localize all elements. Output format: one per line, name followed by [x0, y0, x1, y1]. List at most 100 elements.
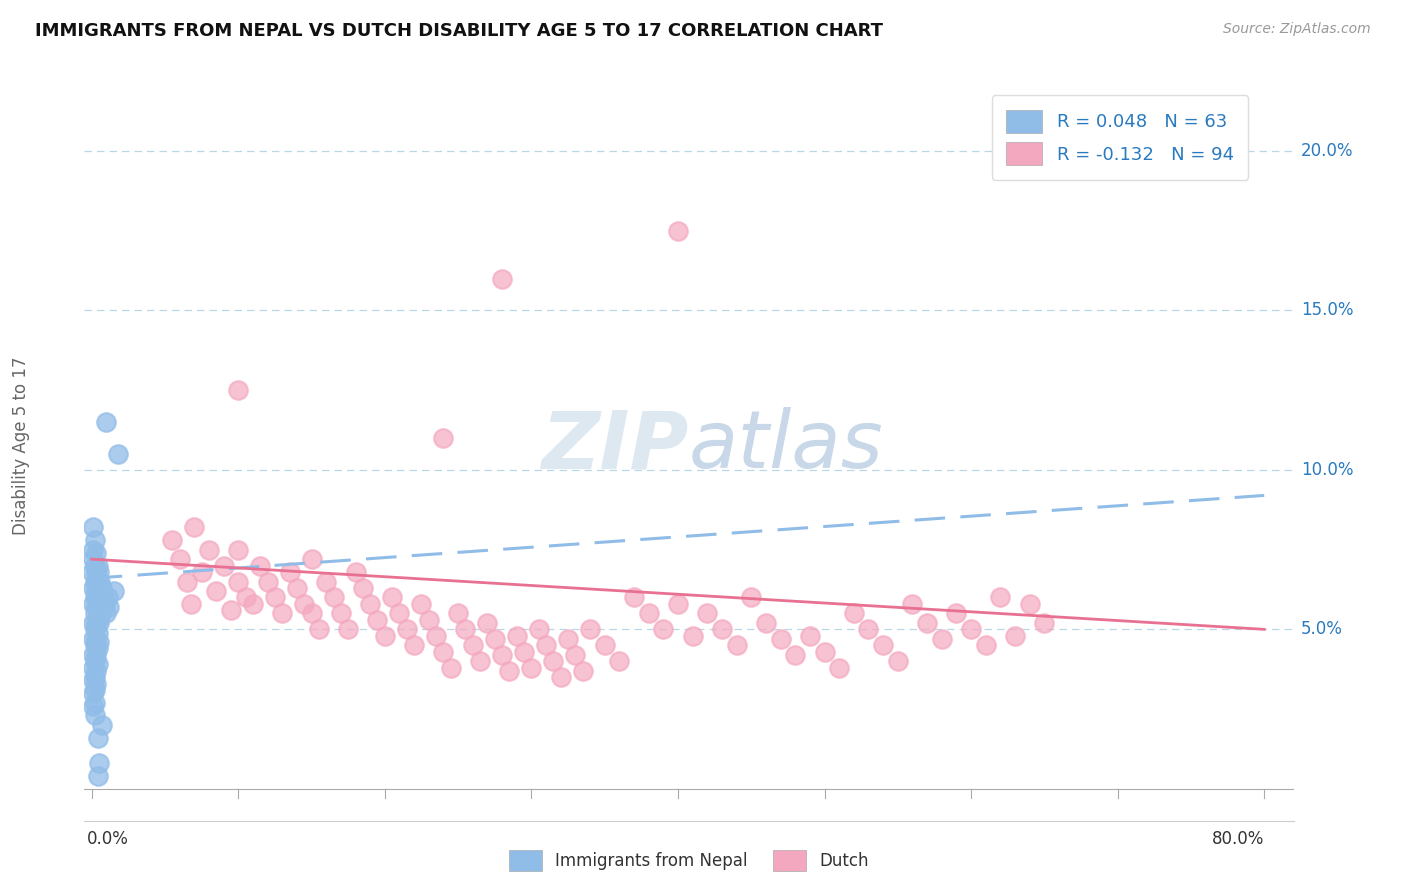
- Point: [86, 607, 108, 621]
- Point: [491, 271, 513, 285]
- Text: Source: ZipAtlas.com: Source: ZipAtlas.com: [1223, 22, 1371, 37]
- Point: [769, 632, 792, 646]
- Point: [84, 600, 107, 615]
- Point: [292, 597, 315, 611]
- Point: [285, 581, 308, 595]
- Point: [872, 638, 894, 652]
- Point: [425, 629, 447, 643]
- Point: [301, 552, 323, 566]
- Point: [454, 623, 477, 637]
- Point: [89, 574, 111, 589]
- Point: [901, 597, 924, 611]
- Point: [87, 635, 110, 649]
- Point: [990, 591, 1012, 605]
- Point: [278, 565, 301, 579]
- Point: [352, 581, 374, 595]
- Point: [86, 625, 108, 640]
- Point: [432, 431, 454, 445]
- Point: [91, 718, 114, 732]
- Point: [271, 607, 294, 621]
- Point: [162, 533, 184, 547]
- Point: [83, 591, 105, 605]
- Point: [83, 607, 105, 621]
- Point: [945, 607, 967, 621]
- Point: [710, 623, 733, 637]
- Point: [432, 645, 454, 659]
- Point: [198, 542, 221, 557]
- Point: [82, 673, 104, 688]
- Text: ZIP: ZIP: [541, 407, 689, 485]
- Point: [329, 607, 352, 621]
- Point: [176, 574, 198, 589]
- Point: [82, 660, 104, 674]
- Point: [169, 552, 191, 566]
- Point: [607, 654, 630, 668]
- Point: [190, 565, 212, 579]
- Point: [828, 660, 851, 674]
- Point: [652, 623, 675, 637]
- Point: [513, 645, 536, 659]
- Point: [205, 584, 228, 599]
- Point: [89, 591, 111, 605]
- Point: [235, 591, 257, 605]
- Point: [381, 591, 404, 605]
- Point: [974, 638, 997, 652]
- Point: [83, 708, 105, 723]
- Point: [91, 581, 114, 595]
- Point: [242, 597, 264, 611]
- Point: [440, 660, 463, 674]
- Legend: Immigrants from Nepal, Dutch: Immigrants from Nepal, Dutch: [501, 842, 877, 880]
- Point: [418, 613, 440, 627]
- Point: [96, 607, 118, 621]
- Point: [87, 565, 110, 579]
- Point: [82, 648, 104, 662]
- Point: [887, 654, 910, 668]
- Point: [82, 686, 104, 700]
- Point: [799, 629, 821, 643]
- Point: [89, 609, 111, 624]
- Text: 10.0%: 10.0%: [1301, 461, 1354, 479]
- Point: [84, 546, 107, 560]
- Point: [322, 591, 344, 605]
- Point: [813, 645, 835, 659]
- Point: [97, 591, 120, 605]
- Point: [96, 415, 118, 429]
- Point: [249, 558, 271, 573]
- Point: [226, 383, 249, 397]
- Point: [84, 648, 107, 662]
- Point: [666, 224, 689, 238]
- Point: [301, 607, 323, 621]
- Point: [226, 574, 249, 589]
- Point: [219, 603, 242, 617]
- Text: 80.0%: 80.0%: [1212, 830, 1264, 848]
- Point: [557, 632, 579, 646]
- Point: [84, 676, 107, 690]
- Point: [915, 615, 938, 630]
- Point: [84, 632, 107, 646]
- Point: [931, 632, 953, 646]
- Point: [82, 520, 104, 534]
- Point: [86, 769, 108, 783]
- Point: [98, 600, 121, 615]
- Point: [83, 670, 105, 684]
- Point: [86, 574, 108, 589]
- Point: [103, 584, 125, 599]
- Point: [527, 623, 550, 637]
- Point: [388, 607, 411, 621]
- Text: 20.0%: 20.0%: [1301, 142, 1354, 160]
- Point: [87, 581, 110, 595]
- Point: [264, 591, 287, 605]
- Point: [359, 597, 381, 611]
- Point: [86, 591, 108, 605]
- Text: Disability Age 5 to 17: Disability Age 5 to 17: [13, 357, 31, 535]
- Point: [82, 542, 104, 557]
- Point: [468, 654, 491, 668]
- Text: 0.0%: 0.0%: [87, 830, 129, 848]
- Point: [571, 664, 593, 678]
- Point: [180, 597, 202, 611]
- Point: [84, 565, 107, 579]
- Text: 15.0%: 15.0%: [1301, 301, 1354, 319]
- Point: [82, 552, 104, 566]
- Point: [696, 607, 718, 621]
- Point: [740, 591, 762, 605]
